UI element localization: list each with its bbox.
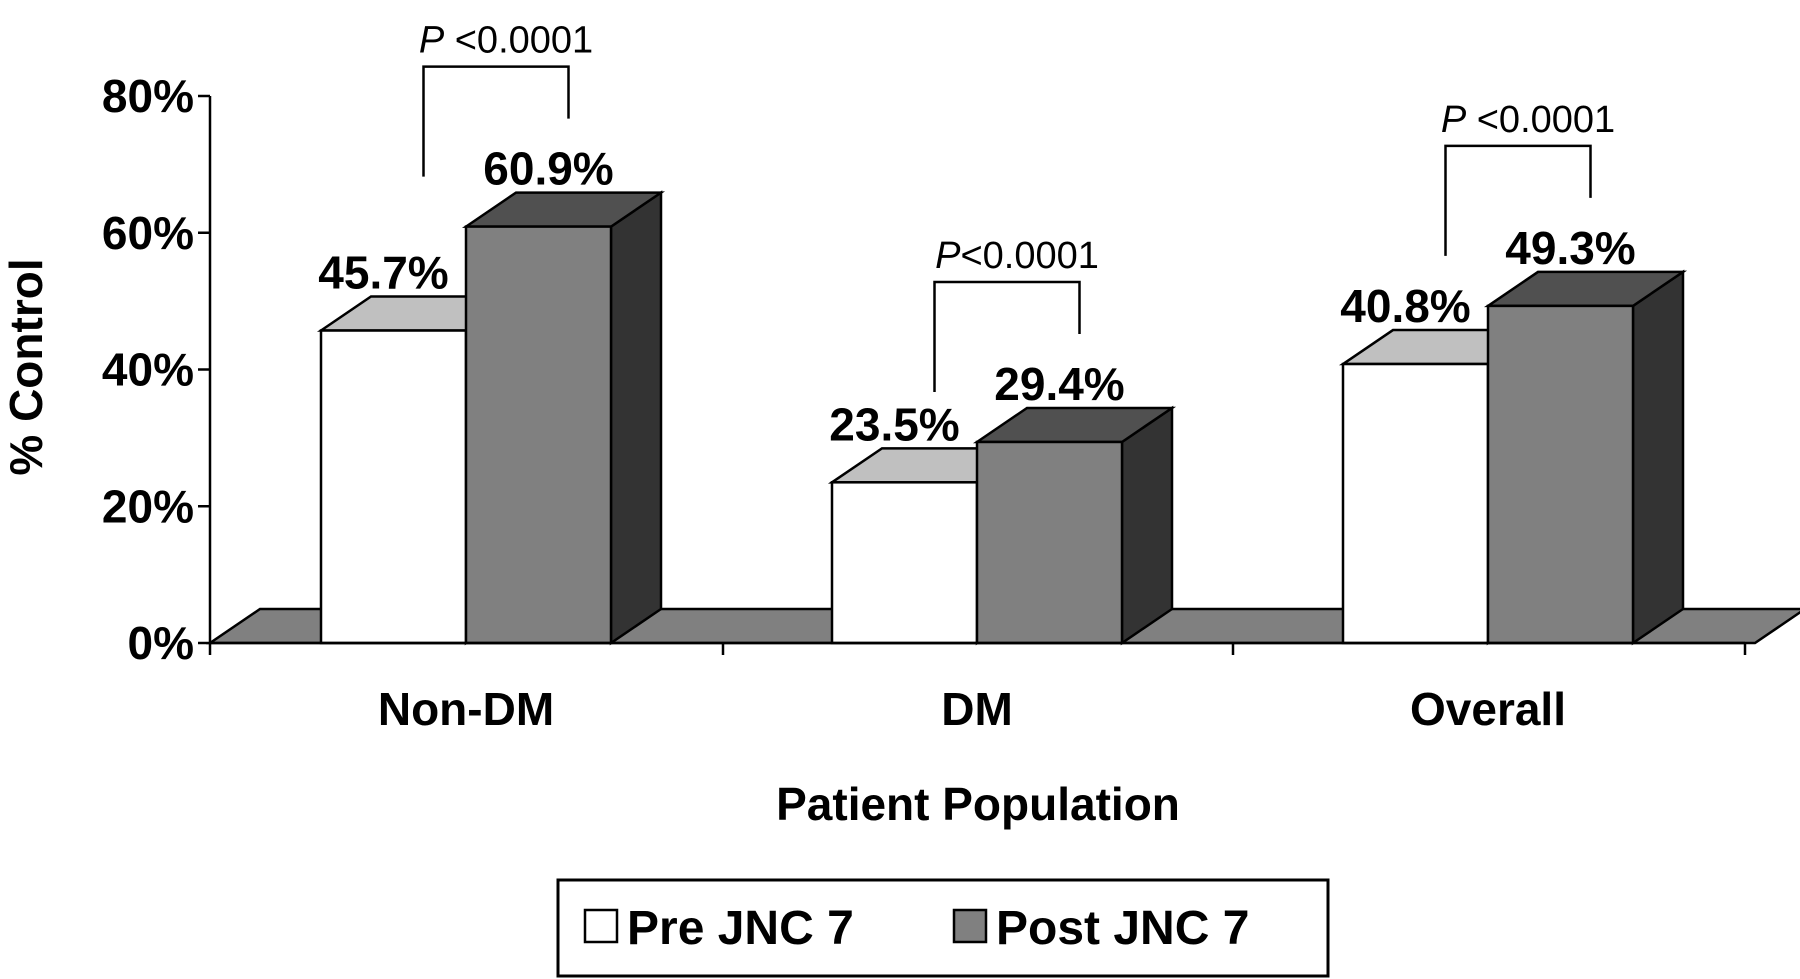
data-label: 29.4% <box>994 358 1124 410</box>
bar-front <box>319 329 468 645</box>
bar-front <box>464 225 613 645</box>
data-label: 40.8% <box>1340 280 1470 332</box>
x-axis-title: Patient Population <box>776 778 1180 830</box>
x-tick-label: DM <box>941 683 1013 735</box>
x-tick-label: Overall <box>1410 683 1566 735</box>
p-value-label: P<0.0001 <box>935 235 1099 277</box>
bar-Non-DM-post <box>461 190 666 646</box>
data-label: 49.3% <box>1505 222 1635 274</box>
y-axis-title: % Control <box>0 258 52 475</box>
bar-front <box>830 481 979 645</box>
p-bracket <box>933 280 1081 392</box>
y-tick-label: 80% <box>102 70 194 122</box>
legend: Pre JNC 7 Post JNC 7 <box>556 878 1330 978</box>
p-value-label: P <0.0001 <box>419 20 593 62</box>
legend-label-pre: Pre JNC 7 <box>627 902 854 955</box>
data-label: 45.7% <box>318 247 448 299</box>
p-value-annotations: P <0.0001 P<0.0001 P <0.0001 <box>419 20 1615 392</box>
legend-label-post: Post JNC 7 <box>996 902 1249 955</box>
p-bracket <box>1444 144 1592 256</box>
data-labels: 45.7% 23.5% 40.8% 60.9% 29.4% 49.3% <box>318 143 1635 451</box>
axes: 0% 20% 40% 60% 80% Non-DM DM Overall <box>102 70 1747 735</box>
legend-box <box>556 878 1330 978</box>
y-tick-label: 60% <box>102 207 194 259</box>
y-tick-label: 40% <box>102 344 194 396</box>
legend-swatch-pre <box>583 908 619 944</box>
data-label: 23.5% <box>829 398 959 450</box>
bar-side <box>1631 269 1685 646</box>
bars <box>316 190 1688 646</box>
data-label: 60.9% <box>483 143 613 195</box>
y-tick-label: 0% <box>128 617 194 669</box>
bar-front <box>1341 362 1490 645</box>
bar-side <box>1120 405 1174 646</box>
x-tick-label: Non-DM <box>378 683 554 735</box>
legend-swatch-post <box>952 908 988 944</box>
bar-front <box>1486 304 1635 645</box>
bar-Overall-post <box>1483 269 1688 646</box>
y-tick-label: 20% <box>102 480 194 532</box>
bar-DM-post <box>972 405 1177 646</box>
p-bracket <box>422 65 570 177</box>
bar-side <box>609 190 663 646</box>
bar-front <box>975 440 1124 645</box>
p-value-label: P <0.0001 <box>1441 99 1615 141</box>
